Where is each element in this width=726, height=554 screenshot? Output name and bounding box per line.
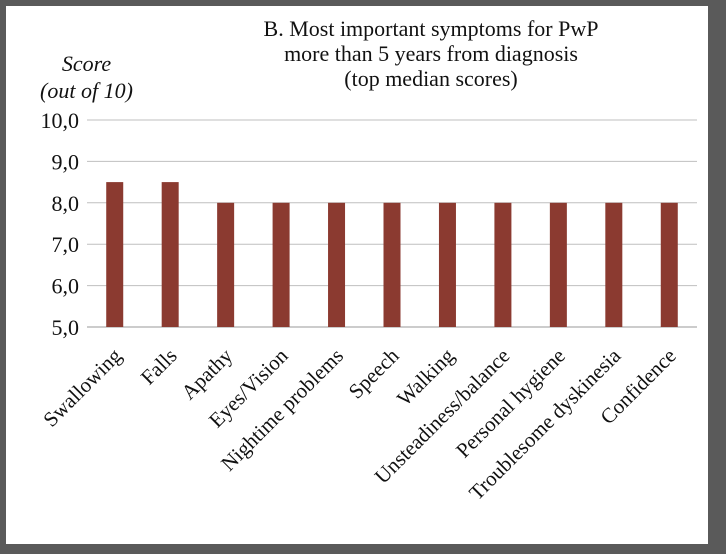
x-tick-label: Swallowing [38,343,126,431]
y-tick-label: 10,0 [41,108,80,133]
chart-title-line-1: B. Most important symptoms for PwP [263,16,599,41]
bar [161,182,179,327]
chart-title-line-3: (top median scores) [344,66,518,91]
bar [383,202,401,327]
bar [660,202,678,327]
y-axis-label-line-2: (out of 10) [40,78,133,103]
bar [494,202,512,327]
bar [106,182,124,327]
bar [549,202,567,327]
bar [605,202,623,327]
bar [272,202,290,327]
bar [438,202,456,327]
bar [217,202,235,327]
x-tick-label: Falls [136,344,182,390]
y-axis-label: Score (out of 10) [24,50,149,104]
y-tick-label: 6,0 [52,274,80,299]
y-tick-label: 7,0 [52,232,80,257]
chart-title-line-2: more than 5 years from diagnosis [284,41,578,66]
bar [328,202,346,327]
y-tick-label: 5,0 [52,315,80,340]
y-axis-label-line-1: Score [61,51,112,76]
y-tick-label: 8,0 [52,191,80,216]
y-tick-label: 9,0 [52,149,80,174]
chart-title: B. Most important symptoms for PwP more … [221,16,641,91]
